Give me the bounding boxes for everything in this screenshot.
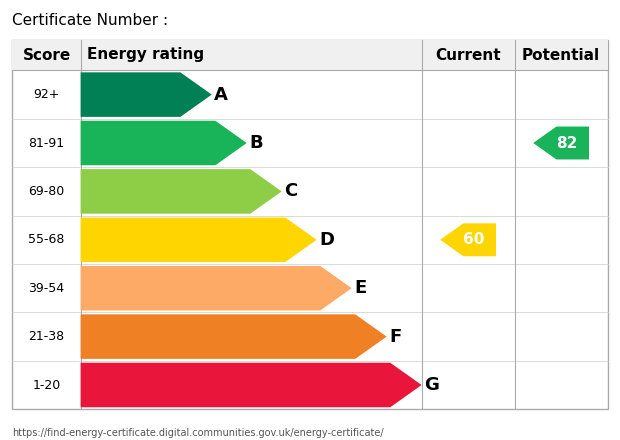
Text: Certificate Number :: Certificate Number : (12, 13, 169, 28)
Text: C: C (284, 183, 298, 200)
Text: 55-68: 55-68 (29, 233, 64, 246)
Polygon shape (533, 127, 589, 159)
Text: 39-54: 39-54 (29, 282, 64, 295)
Polygon shape (81, 121, 247, 165)
Polygon shape (81, 314, 387, 359)
Text: B: B (249, 134, 263, 152)
Text: 69-80: 69-80 (29, 185, 64, 198)
Text: 82: 82 (556, 136, 578, 150)
Bar (12, 40, 608, 409)
Polygon shape (440, 224, 496, 256)
Text: 1-20: 1-20 (32, 378, 61, 392)
Polygon shape (81, 266, 352, 311)
Text: Energy rating: Energy rating (87, 48, 204, 62)
Text: F: F (389, 328, 401, 345)
Polygon shape (81, 217, 317, 262)
Text: G: G (424, 376, 439, 394)
Text: D: D (319, 231, 334, 249)
Text: 81-91: 81-91 (29, 136, 64, 150)
Text: Current: Current (435, 48, 501, 62)
Text: Score: Score (22, 48, 71, 62)
Text: 92+: 92+ (33, 88, 60, 101)
Text: https://find-energy-certificate.digital.communities.gov.uk/energy-certificate/: https://find-energy-certificate.digital.… (12, 428, 384, 438)
Bar (12, 40, 608, 70)
Text: 21-38: 21-38 (29, 330, 64, 343)
Text: Potential: Potential (522, 48, 600, 62)
Polygon shape (81, 363, 422, 407)
Polygon shape (81, 72, 212, 117)
Text: A: A (215, 86, 228, 103)
Text: E: E (354, 279, 366, 297)
Text: 60: 60 (463, 232, 485, 247)
Polygon shape (81, 169, 281, 214)
